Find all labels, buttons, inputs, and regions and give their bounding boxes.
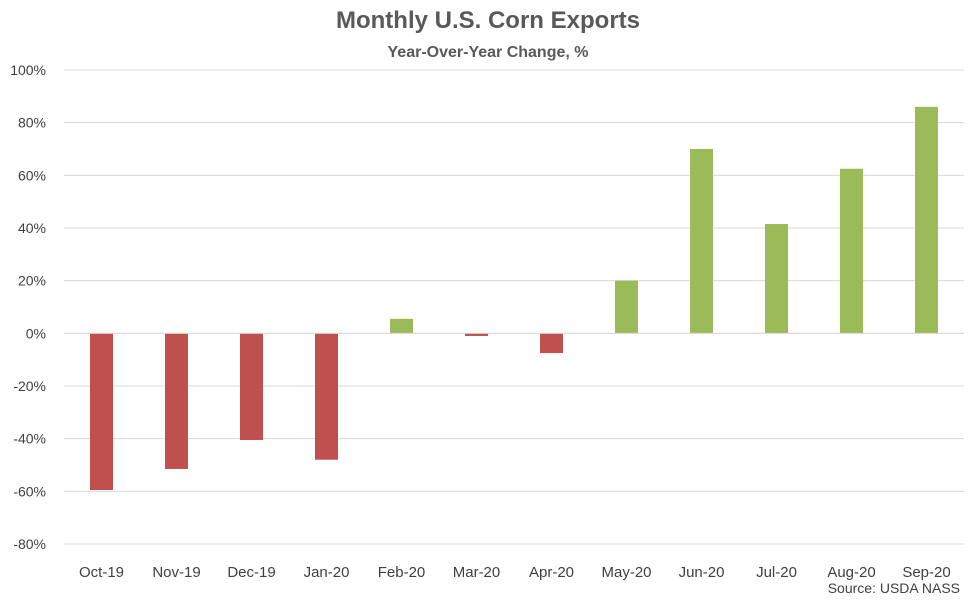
chart-source: Source: USDA NASS <box>827 580 960 596</box>
x-tick-label: Dec-19 <box>227 564 275 581</box>
y-tick-label: 20% <box>18 273 46 289</box>
y-tick-label: 0% <box>26 325 46 341</box>
bar-aug-20 <box>840 168 863 334</box>
x-tick-label: Sep-20 <box>902 564 950 581</box>
bar-apr-20 <box>540 333 563 354</box>
y-tick-label: 40% <box>18 220 46 236</box>
y-tick-label: 80% <box>18 115 46 131</box>
y-tick-label: 100% <box>10 62 46 78</box>
bar-jan-20 <box>315 333 338 460</box>
gridlines <box>64 69 964 545</box>
y-tick-label: -20% <box>13 378 46 394</box>
chart-subtitle: Year-Over-Year Change, % <box>387 44 589 61</box>
x-tick-label: Oct-19 <box>79 564 124 581</box>
x-tick-label: Feb-20 <box>378 564 426 581</box>
y-tick-label: -40% <box>13 431 46 447</box>
x-tick-label: Jun-20 <box>679 564 725 581</box>
x-tick-label: Mar-20 <box>453 564 501 581</box>
bar-jul-20 <box>765 224 788 334</box>
bar-may-20 <box>615 280 638 334</box>
bars <box>64 106 964 491</box>
x-tick-label: May-20 <box>601 564 651 581</box>
x-tick-label: Jul-20 <box>756 564 797 581</box>
y-tick-label: -80% <box>13 536 46 552</box>
bar-feb-20 <box>390 318 413 334</box>
bar-nov-19 <box>165 333 188 469</box>
x-axis: Oct-19 Nov-19 Dec-19 Jan-20 Feb-20 Mar-20 Apr-… <box>79 564 951 581</box>
y-tick-label: -60% <box>13 483 46 499</box>
bar-sep-20 <box>915 106 938 334</box>
chart-title: Monthly U.S. Corn Exports <box>335 7 640 34</box>
x-tick-label: Nov-19 <box>152 564 200 581</box>
bar-mar-20 <box>465 333 488 336</box>
y-axis: 100% 80% 60% 40% 20% 0% -20% -40% -60% -80% <box>10 62 46 552</box>
bar-jun-20 <box>690 149 713 334</box>
x-tick-label: Aug-20 <box>827 564 875 581</box>
bar-dec-19 <box>240 333 263 440</box>
y-tick-label: 60% <box>18 167 46 183</box>
x-tick-label: Jan-20 <box>304 564 350 581</box>
bar-oct-19 <box>90 333 113 491</box>
x-tick-label: Apr-20 <box>529 564 574 581</box>
